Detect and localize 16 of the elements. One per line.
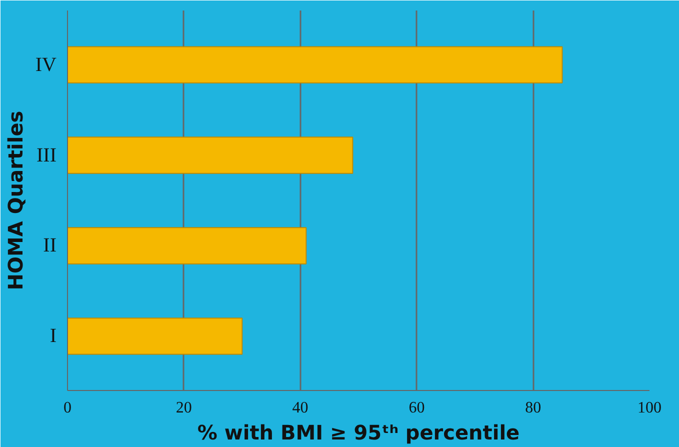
y-axis-title: HOMA Quartiles [3, 110, 28, 290]
y-tick-label: I [50, 325, 57, 348]
bar [68, 46, 563, 84]
bar [68, 318, 243, 355]
x-axis-title: % with BMI ≥ 95ᵗʰ percentile [197, 420, 520, 444]
x-tick-label: 20 [176, 400, 192, 416]
x-tick-label: 0 [64, 400, 72, 416]
y-tick-label: II [43, 234, 57, 257]
x-tick-label: 80 [525, 400, 542, 416]
x-tick-label: 60 [408, 400, 425, 416]
bar [68, 136, 354, 174]
x-tick-label: 40 [292, 400, 308, 416]
x-tick-label: 100 [638, 400, 662, 416]
y-tick-label: IV [35, 54, 58, 76]
y-tick-label: III [36, 144, 57, 166]
bar [68, 227, 307, 264]
